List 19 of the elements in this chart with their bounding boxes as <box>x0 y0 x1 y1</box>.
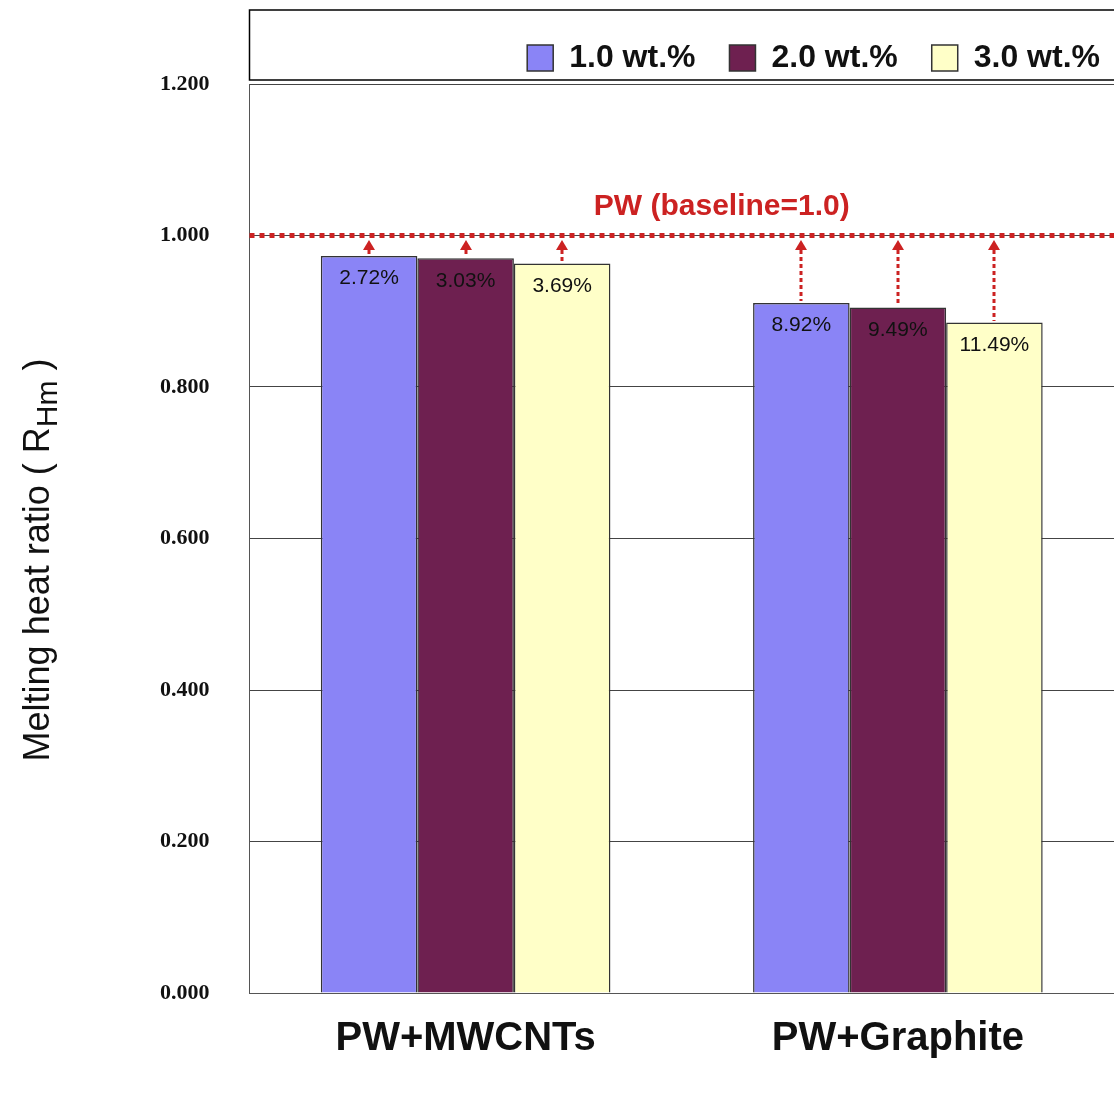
legend-label: 2.0 wt.% <box>771 37 898 74</box>
annotation: 2.72% <box>339 265 399 289</box>
x-tick-label: PW+Graphite <box>771 1014 1025 1059</box>
annotation: 9.49% <box>868 316 928 340</box>
y-tick-label: 0.800 <box>160 372 210 398</box>
ref-line-label: PW (baseline=1.0) <box>593 187 850 221</box>
y-tick-label: 1.200 <box>160 69 210 95</box>
legend-label: 1.0 wt.% <box>569 37 696 74</box>
annotation: 8.92% <box>771 312 832 336</box>
x-tick-label: PW+MWCNTs <box>335 1014 596 1059</box>
annotation: 3.69% <box>532 272 592 296</box>
annotation: 3.03% <box>435 267 496 291</box>
y-tick-label: 0.200 <box>160 827 210 853</box>
y-tick-label: 1.000 <box>160 221 210 247</box>
legend-label: 3.0 wt.% <box>973 37 1100 74</box>
annotation: 11.49% <box>959 331 1030 355</box>
y-tick-label: 0.600 <box>160 524 210 550</box>
y-tick-label: 0.000 <box>160 978 210 1004</box>
y-tick-label: 0.400 <box>160 675 210 701</box>
